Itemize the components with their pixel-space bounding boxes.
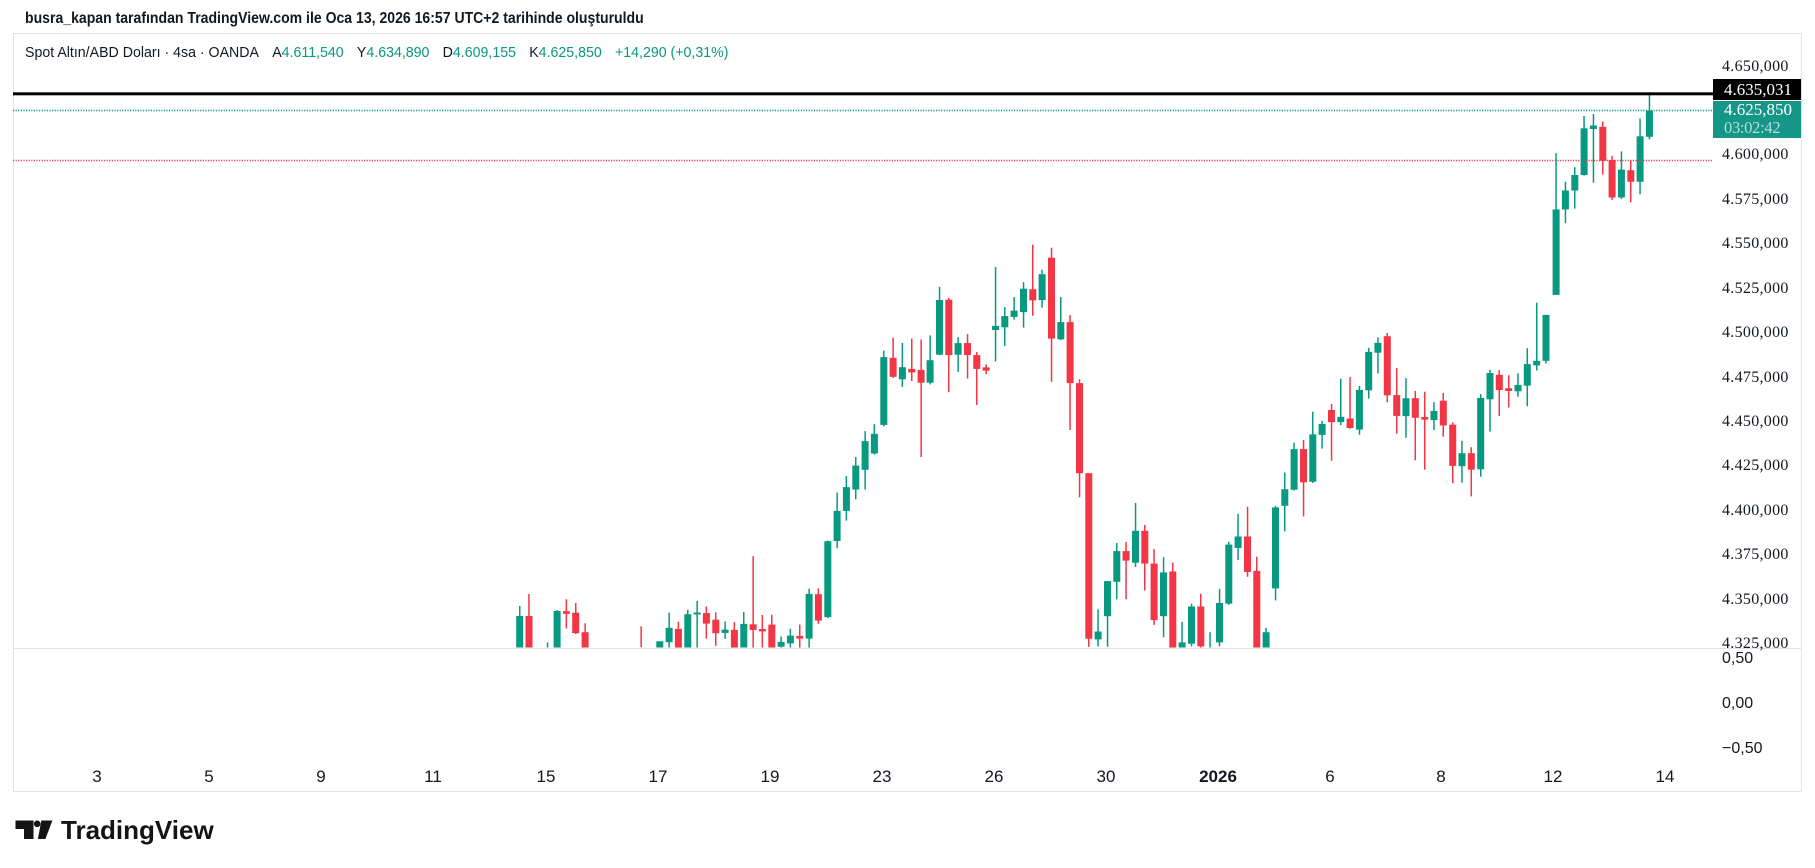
svg-text:TradingView: TradingView — [61, 818, 214, 845]
